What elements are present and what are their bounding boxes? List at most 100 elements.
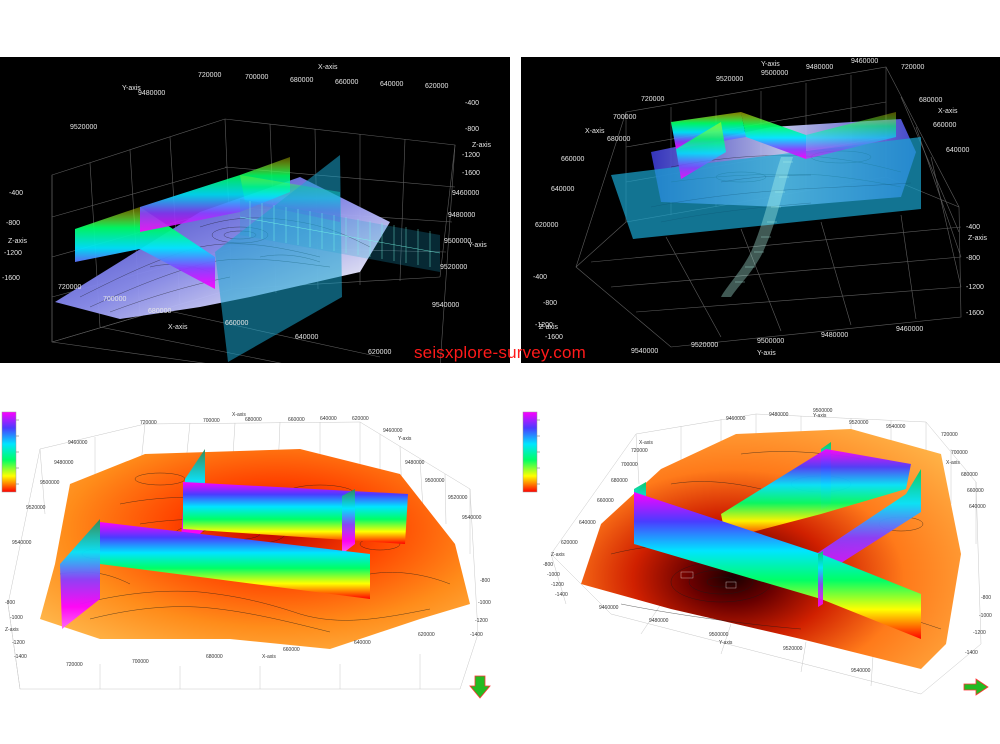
- y-tick-right-0: 9460000: [383, 428, 403, 434]
- x-tick-bottom-3: 660000: [225, 320, 248, 327]
- x-tick-right-4: 640000: [969, 504, 986, 510]
- y-tick-bottom-1: 9520000: [691, 342, 718, 349]
- y-tick-right-0: 9460000: [452, 190, 479, 197]
- y-tick-bottom-2: 9500000: [709, 632, 729, 638]
- x-tick-top-1: 700000: [203, 418, 220, 424]
- y-tick-left-0: 9480000: [138, 90, 165, 97]
- y-tick-bottom-3: 9480000: [821, 332, 848, 339]
- y-axis-title: Y-axis: [761, 61, 780, 68]
- panel-top-left-3d-view[interactable]: X-axis Y-axis Z-axis Z-axis Y-axis X-axi…: [0, 57, 510, 363]
- y-axis-title-bottom: Y-axis: [719, 640, 733, 646]
- down-arrow-icon[interactable]: [469, 675, 491, 699]
- panel-top-right-3d-view[interactable]: Y-axis X-axis X-axis Z-axis Z-axis Y-axi…: [521, 57, 1000, 363]
- fault-surfaces: [634, 442, 921, 639]
- x-tick-left-1: 700000: [613, 114, 636, 121]
- y-tick-right-2: 9500000: [425, 478, 445, 484]
- z-tick-left-2: -1200: [535, 322, 553, 329]
- x-axis-title-bottom: X-axis: [168, 324, 188, 331]
- x-tick-top-0: 720000: [140, 420, 157, 426]
- axis-labels: X-axis Y-axis Z-axis X-axis 720000 70000…: [5, 412, 491, 668]
- x-tick-top-2: 680000: [290, 77, 313, 84]
- y-tick-right-1: 9480000: [405, 460, 425, 466]
- z-tick-right-0: -400: [465, 100, 479, 107]
- x-tick-top-4: 640000: [380, 81, 403, 88]
- y-tick-top-0: 9460000: [726, 416, 746, 422]
- z-axis-title: Z-axis: [8, 238, 28, 245]
- z-tick-left-0: -400: [533, 274, 547, 281]
- z-tick-right-1: -800: [966, 255, 980, 262]
- z-tick-right-2: -1200: [973, 630, 986, 636]
- y-tick-top-2: 9500000: [813, 408, 833, 414]
- x-tick-bottom-2: 680000: [148, 308, 171, 315]
- y-axis-title: Y-axis: [813, 413, 827, 419]
- x-tick-top-5: 620000: [352, 416, 369, 422]
- x-tick-right-0: 720000: [941, 432, 958, 438]
- y-tick-left-0: 9460000: [68, 440, 88, 446]
- z-tick-left-3: -1600: [545, 334, 563, 341]
- y-tick-right-3: 9520000: [448, 495, 468, 501]
- z-tick-right-3: -1400: [965, 650, 978, 656]
- x-tick-right-2: 680000: [961, 472, 978, 478]
- z-tick-right-2: -1200: [966, 284, 984, 291]
- x-axis-title-right: X-axis: [938, 108, 958, 115]
- panel-bottom-right-3d-view[interactable]: Y-axis X-axis X-axis Z-axis Y-axis 94600…: [521, 404, 1000, 704]
- top-left-3d-scene: X-axis Y-axis Z-axis Z-axis Y-axis X-axi…: [2, 64, 492, 363]
- bounding-box-grid: [7, 421, 479, 690]
- x-tick-right-3: 640000: [946, 147, 969, 154]
- z-tick-right-3: -1600: [462, 170, 480, 177]
- y-tick-top-4: 9540000: [886, 424, 906, 430]
- y-tick-bottom-1: 9480000: [649, 618, 669, 624]
- x-tick-left-5: 620000: [561, 540, 578, 546]
- z-axis-title: Z-axis: [551, 552, 565, 558]
- seismic-section-planes: [611, 137, 921, 239]
- z-tick-left-1: -800: [6, 220, 20, 227]
- x-tick-left-0: 720000: [641, 96, 664, 103]
- z-axis-title: Z-axis: [539, 324, 559, 331]
- x-tick-bottom-1: 700000: [103, 296, 126, 303]
- z-axis-title-right: Z-axis: [472, 142, 492, 149]
- y-axis-title: Y-axis: [122, 85, 141, 92]
- z-tick-right-0: -400: [966, 224, 980, 231]
- right-arrow-icon[interactable]: [963, 678, 989, 696]
- x-tick-top-1: 700000: [245, 74, 268, 81]
- y-tick-top-1: 9500000: [761, 70, 788, 77]
- x-tick-bottom-4: 640000: [295, 334, 318, 341]
- color-scale-legend: [1, 411, 19, 493]
- x-axis-title: X-axis: [318, 64, 338, 71]
- y-tick-right-1: 9480000: [448, 212, 475, 219]
- x-tick-bottom-3: 660000: [283, 647, 300, 653]
- x-tick-top-2: 680000: [245, 417, 262, 423]
- x-tick-bottom-2: 680000: [206, 654, 223, 660]
- z-tick-right-1: -1000: [478, 600, 491, 606]
- z-tick-right-3: -1400: [470, 632, 483, 638]
- y-tick-bottom-4: 9460000: [896, 326, 923, 333]
- y-axis-title-bottom: Y-axis: [757, 350, 776, 357]
- x-axis-title-bottom: X-axis: [262, 654, 276, 660]
- y-tick-right-4: 9540000: [462, 515, 482, 521]
- color-scale-legend: [522, 411, 540, 493]
- y-tick-bottom-3: 9520000: [783, 646, 803, 652]
- x-tick-top-3: 660000: [288, 417, 305, 423]
- x-tick-top-3: 660000: [335, 79, 358, 86]
- y-tick-left-4: 9540000: [12, 540, 32, 546]
- x-axis-title: X-axis: [639, 440, 653, 446]
- y-tick-top-3: 9460000: [851, 58, 878, 65]
- z-tick-left-1: -800: [543, 300, 557, 307]
- z-tick-left-2: -1200: [551, 582, 564, 588]
- panel-bottom-left-3d-view[interactable]: X-axis Y-axis Z-axis X-axis 720000 70000…: [0, 404, 500, 704]
- x-axis-title: X-axis: [232, 412, 246, 418]
- x-tick-left-2: 680000: [607, 136, 630, 143]
- x-tick-top-5: 620000: [425, 83, 448, 90]
- y-tick-top-0: 9520000: [716, 76, 743, 83]
- fault-surfaces: [671, 112, 896, 297]
- bottom-right-3d-scene: Y-axis X-axis X-axis Z-axis Y-axis 94600…: [522, 408, 992, 696]
- y-tick-top-2: 9480000: [806, 64, 833, 71]
- y-tick-right-2: 9500000: [444, 238, 471, 245]
- x-tick-left-4: 640000: [579, 520, 596, 526]
- y-tick-left-1: 9480000: [54, 460, 74, 466]
- z-tick-right-3: -1600: [966, 310, 984, 317]
- x-tick-left-3: 660000: [561, 156, 584, 163]
- x-tick-right-1: 700000: [951, 450, 968, 456]
- x-tick-right-1: 680000: [919, 97, 942, 104]
- seismic-section-planes: [215, 155, 441, 362]
